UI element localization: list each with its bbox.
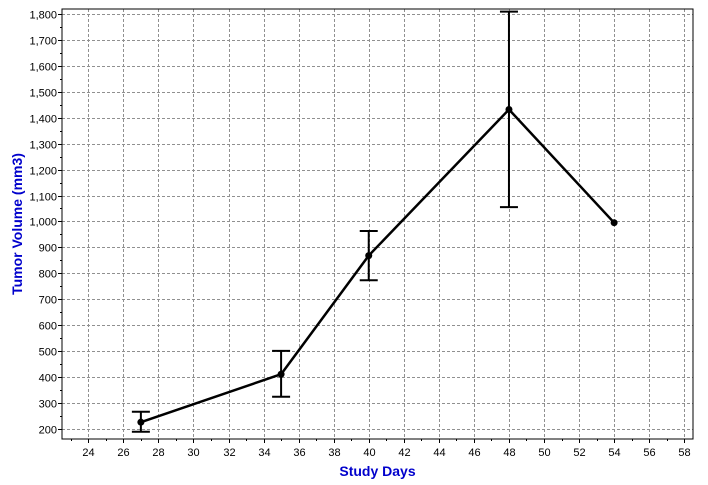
x-tick-label: 28: [152, 447, 164, 459]
x-tick-label: 50: [538, 447, 550, 459]
x-axis-title: Study Days: [339, 463, 415, 479]
x-tick-label: 24: [82, 447, 94, 459]
series-line: [140, 108, 616, 424]
y-tick-label: 1,100: [29, 192, 57, 204]
y-tick-label: 600: [39, 321, 57, 333]
x-tick-label: 30: [187, 447, 199, 459]
x-tick-label: 38: [328, 447, 340, 459]
y-tick-label: 700: [39, 295, 57, 307]
x-tick-label: 52: [573, 447, 585, 459]
y-tick-label: 800: [39, 269, 57, 281]
x-tick-label: 34: [258, 447, 270, 459]
x-tick-label: 46: [468, 447, 480, 459]
x-tick-label: 48: [503, 447, 515, 459]
data-point: [277, 370, 285, 378]
y-tick-label: 300: [39, 399, 57, 411]
y-axis-title: Tumor Volume (mm3): [9, 153, 25, 295]
x-tick-label: 54: [608, 447, 620, 459]
axis-ticks: 24 26 28 30 32 34 36 38 40 42 44 46 48 50 52 54 56 58 200 3…: [29, 10, 690, 460]
x-tick-label: 36: [293, 447, 305, 459]
y-tick-label: 1,300: [29, 140, 57, 152]
data-point: [505, 106, 513, 114]
series-layer: [131, 10, 618, 433]
grid-lines: [62, 9, 693, 439]
x-tick-label: 42: [398, 447, 410, 459]
y-tick-label: 1,200: [29, 166, 57, 178]
x-tick-label: 32: [223, 447, 235, 459]
x-tick-label: 58: [678, 447, 690, 459]
y-tick-label: 1,700: [29, 36, 57, 48]
data-point: [137, 418, 145, 426]
y-tick-label: 1,400: [29, 114, 57, 126]
y-tick-label: 1,800: [29, 10, 57, 22]
y-tick-label: 1,000: [29, 217, 57, 229]
x-tick-label: 44: [433, 447, 445, 459]
data-point: [365, 252, 373, 260]
data-point: [610, 219, 618, 227]
y-tick-label: 500: [39, 347, 57, 359]
y-tick-label: 900: [39, 243, 57, 255]
x-tick-label: 40: [363, 447, 375, 459]
plot-frame: [61, 8, 694, 440]
y-tick-label: 400: [39, 373, 57, 385]
x-tick-label: 56: [643, 447, 655, 459]
y-tick-label: 200: [39, 425, 57, 437]
x-tick-label: 26: [117, 447, 129, 459]
y-tick-label: 1,600: [29, 62, 57, 74]
y-tick-label: 1,500: [29, 88, 57, 100]
